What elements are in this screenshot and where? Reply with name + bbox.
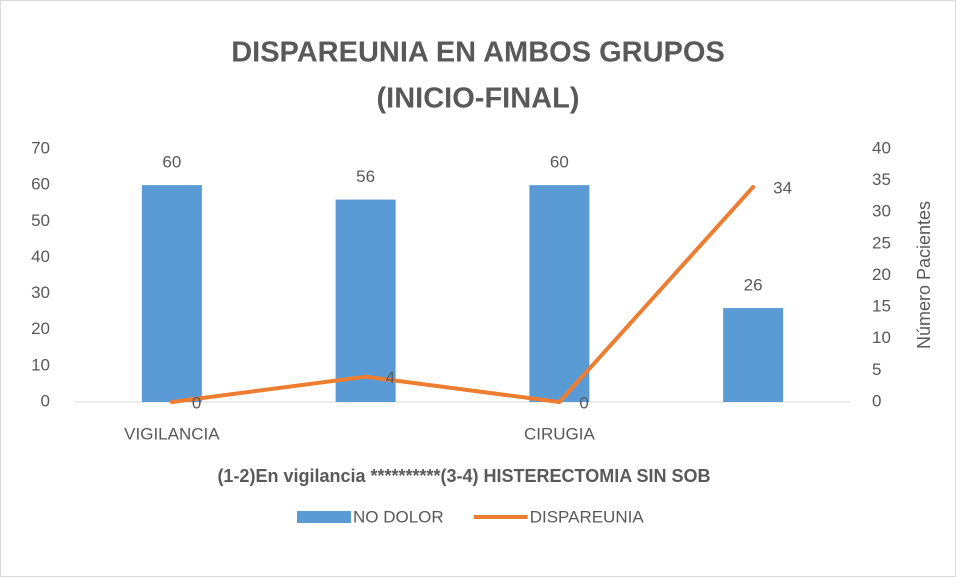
x-tick-label: CIRUGIA: [524, 424, 596, 443]
y-tick-label: 0: [41, 391, 50, 410]
x-axis-label: (1-2)En vigilancia **********(3-4) HISTE…: [217, 466, 710, 486]
y2-tick-label: 40: [872, 138, 891, 157]
bar: [335, 199, 396, 402]
y2-tick-label: 10: [872, 328, 891, 347]
data-label: 26: [744, 276, 763, 295]
data-label: 34: [773, 178, 792, 197]
data-label: 60: [162, 153, 181, 172]
y2-tick-label: 35: [872, 170, 891, 189]
y2-tick-label: 0: [872, 391, 881, 410]
y-tick-label: 20: [31, 319, 50, 338]
y-tick-label: 10: [31, 355, 50, 374]
x-tick-label: VIGILANCIA: [124, 424, 220, 443]
y-tick-label: 70: [31, 138, 50, 157]
y2-tick-label: 20: [872, 265, 891, 284]
y2-tick-label: 5: [872, 360, 881, 379]
y-tick-label: 30: [31, 283, 50, 302]
legend-swatch: [297, 511, 351, 523]
y2-tick-label: 30: [872, 202, 891, 221]
chart-title: (INICIO-FINAL): [377, 83, 580, 115]
y2-tick-label: 25: [872, 233, 891, 252]
chart-title: DISPAREUNIA EN AMBOS GRUPOS: [231, 37, 725, 69]
y-tick-label: 50: [31, 211, 50, 230]
bar: [529, 185, 590, 402]
data-label: 4: [386, 368, 395, 387]
data-label: 56: [356, 167, 375, 186]
y-tick-label: 40: [31, 247, 50, 266]
legend-label: NO DOLOR: [353, 507, 444, 526]
legend-label: DISPAREUNIA: [530, 507, 645, 526]
y-tick-label: 60: [31, 175, 50, 194]
data-label: 0: [192, 393, 201, 412]
bar: [723, 308, 784, 402]
y2-axis-label: Número Pacientes: [914, 201, 934, 349]
data-label: 0: [579, 393, 588, 412]
line: [169, 184, 756, 404]
data-label: 60: [550, 153, 569, 172]
y2-tick-label: 15: [872, 297, 891, 316]
bar: [141, 185, 202, 402]
